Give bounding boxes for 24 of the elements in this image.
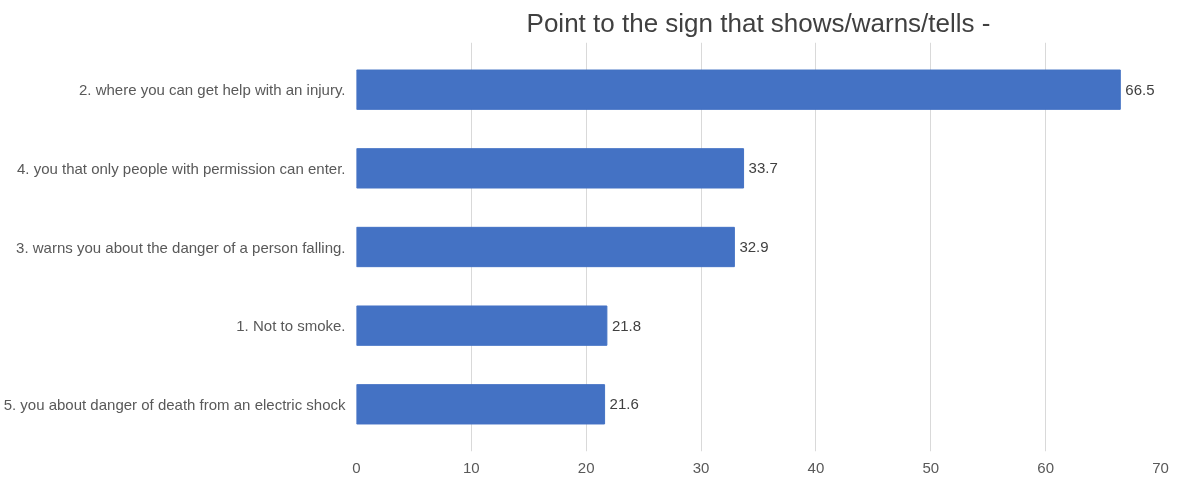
y-tick-label: 4. you that only people with permission can enter. <box>16 159 346 177</box>
data-label: 21.6 <box>609 395 639 413</box>
x-tick-label: 60 <box>1037 458 1054 476</box>
y-tick-label: 3. warns you about the danger of a person falling. <box>16 238 346 256</box>
bar <box>356 226 735 268</box>
x-tick-label: 30 <box>692 458 710 476</box>
bar <box>356 69 1121 110</box>
data-label: 21.8 <box>611 316 642 334</box>
data-label: 66.5 <box>1125 80 1155 98</box>
bar <box>356 148 745 189</box>
x-tick-label: 0 <box>352 458 361 476</box>
data-label: 33.7 <box>748 159 778 177</box>
data-label: 32.9 <box>739 238 769 255</box>
bar <box>356 305 608 346</box>
bar <box>356 384 606 425</box>
x-tick-label: 50 <box>922 458 940 476</box>
chart-title: Point to the sign that shows/warns/tells - <box>526 7 991 38</box>
y-tick-label: 2. where you can get help with an injury. <box>78 81 346 99</box>
y-tick-label: 1. Not to smoke. <box>236 317 346 335</box>
x-tick-label: 40 <box>807 458 825 476</box>
y-tick-label: 5. you about danger of death from an electric shock <box>3 395 346 413</box>
x-tick-label: 10 <box>463 458 480 476</box>
x-tick-label: 20 <box>577 458 595 476</box>
x-tick-label: 70 <box>1152 458 1169 476</box>
